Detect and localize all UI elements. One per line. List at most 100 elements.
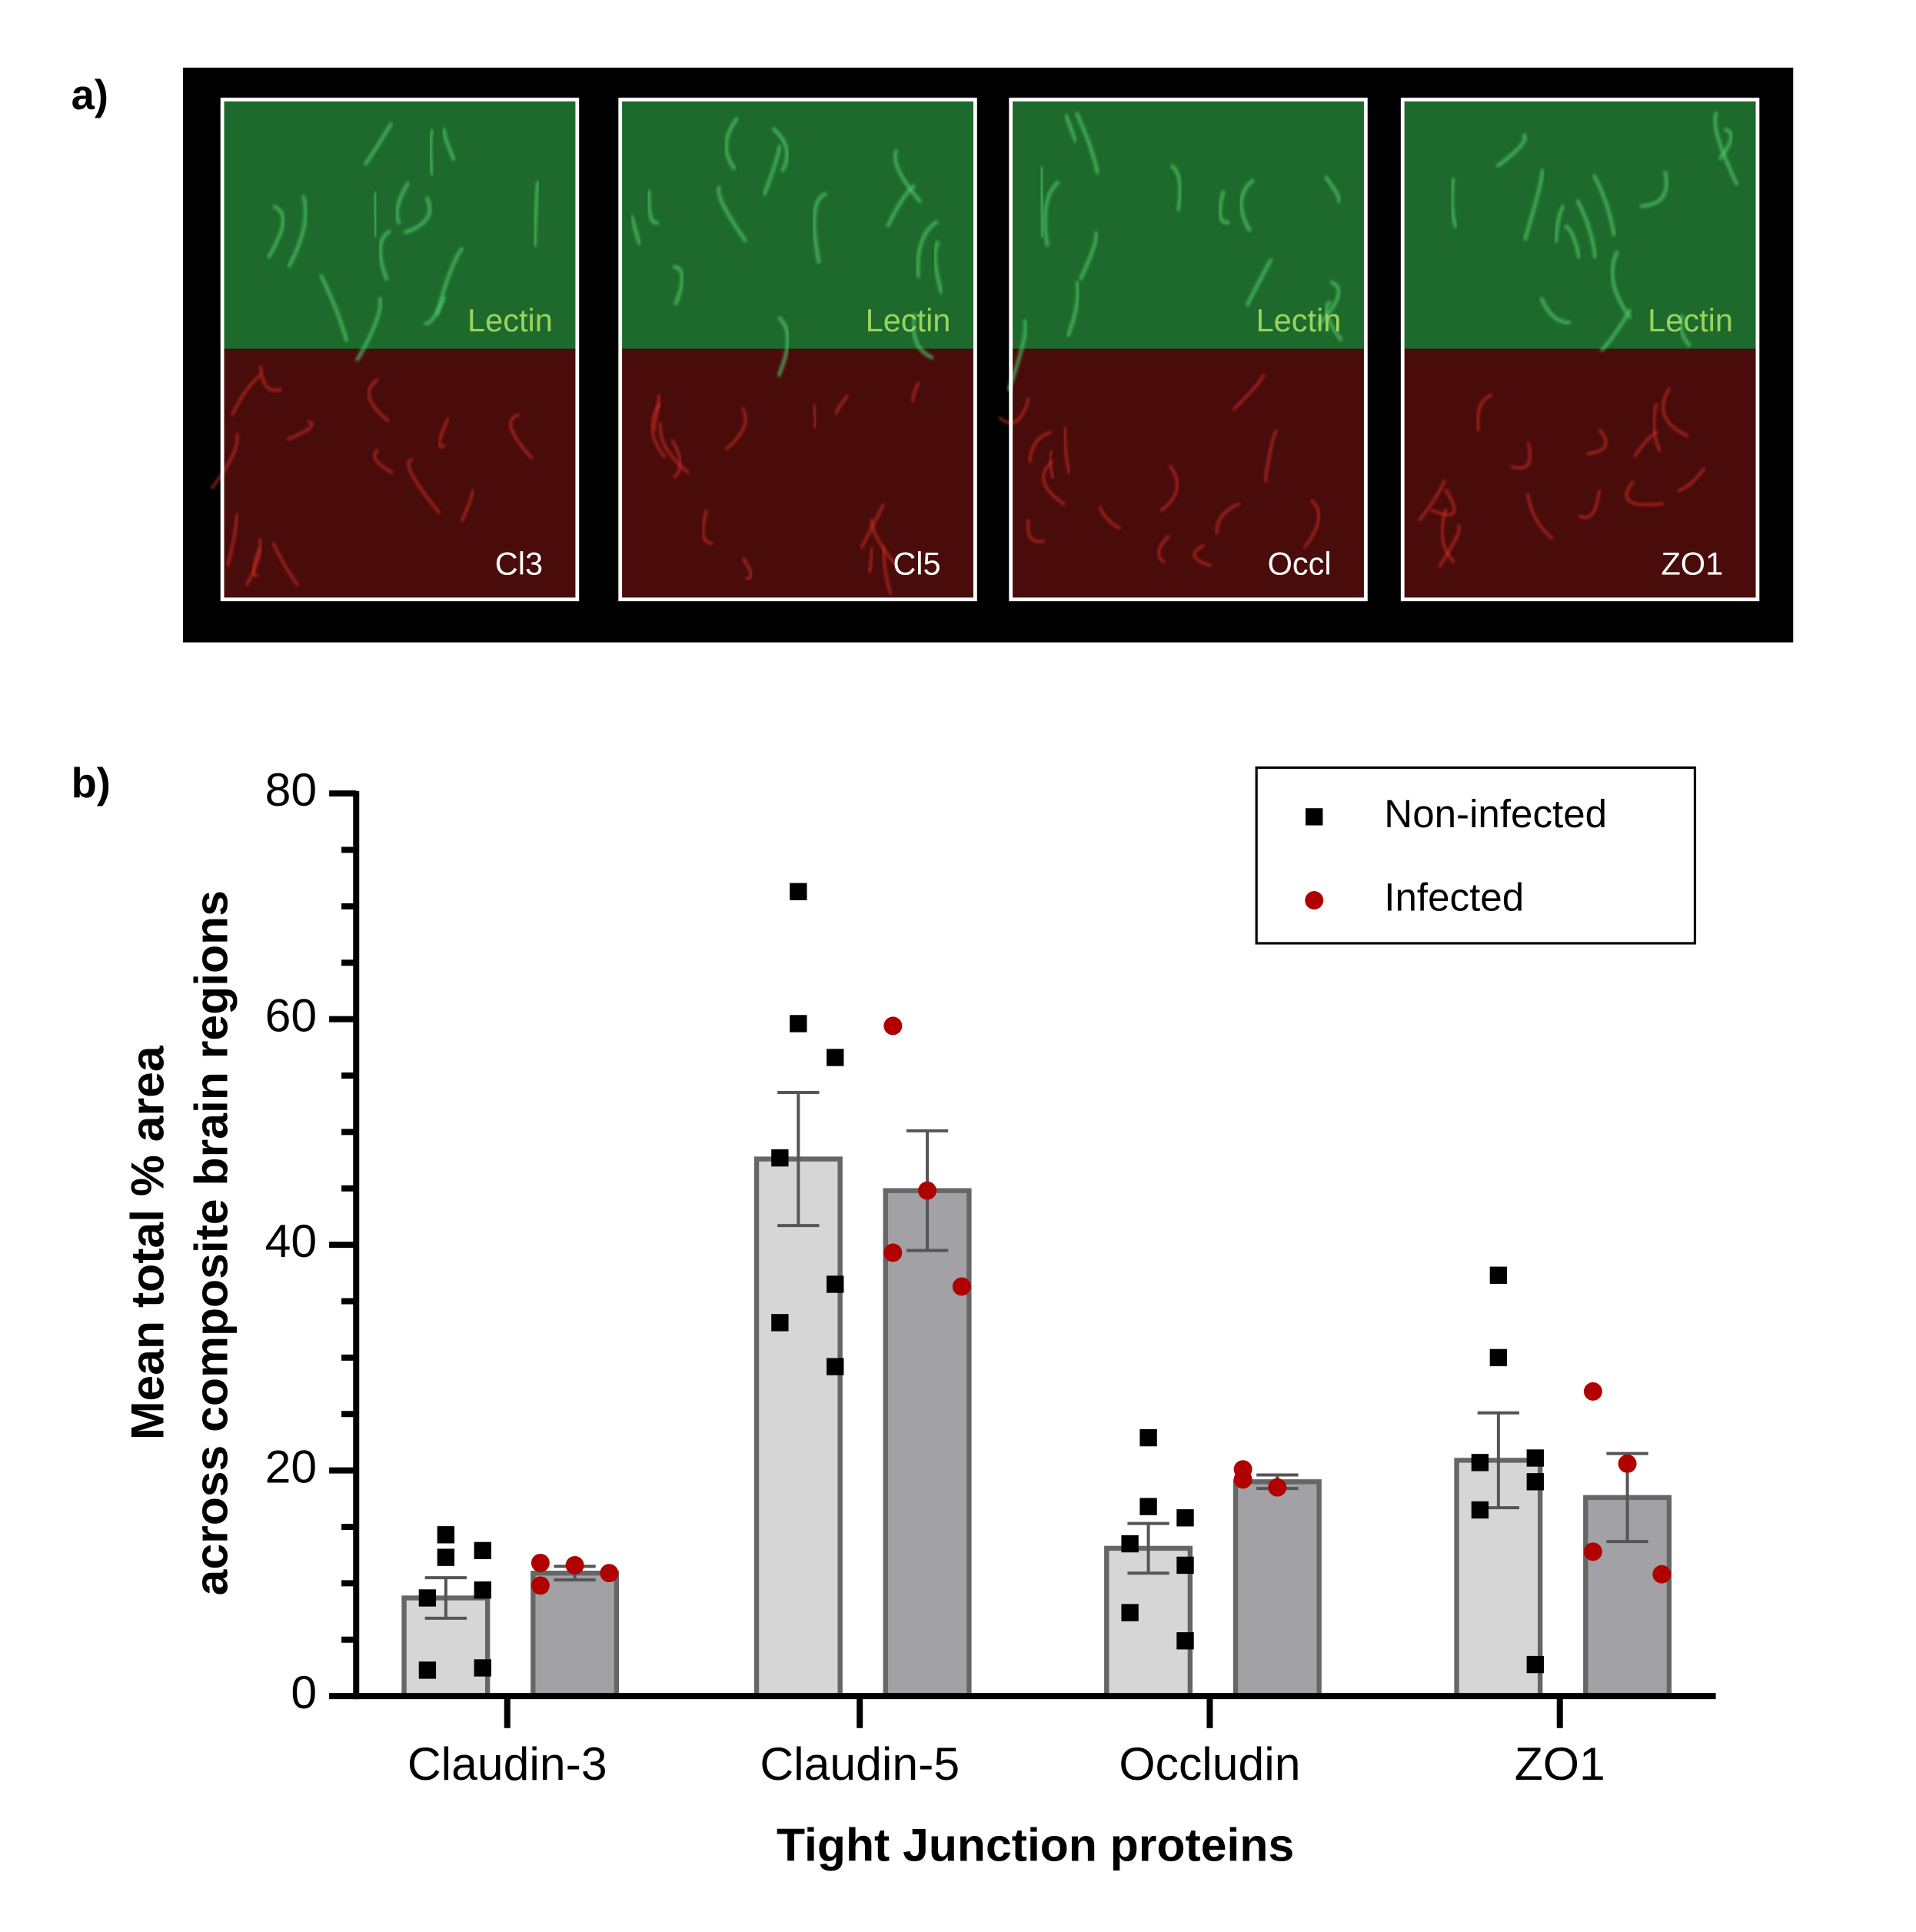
data-point	[418, 1589, 437, 1607]
y-tick-label: 60	[265, 989, 318, 1042]
vessel	[1575, 198, 1598, 259]
channel-label: Cl5	[893, 546, 940, 582]
vessel	[372, 191, 378, 238]
vessel	[893, 148, 923, 204]
vessel	[1063, 426, 1071, 474]
data-point	[1139, 1498, 1157, 1515]
vessel	[1042, 460, 1066, 506]
vessel	[762, 145, 782, 196]
channel-label: Occl	[1268, 546, 1332, 582]
vessel	[701, 510, 714, 545]
legend-marker	[1306, 808, 1323, 826]
bar	[1232, 1479, 1322, 1699]
data-point	[1139, 1428, 1157, 1447]
vessel	[1526, 493, 1554, 540]
vessel	[1718, 128, 1733, 161]
bar	[883, 1188, 972, 1699]
vessel	[1495, 132, 1527, 168]
vessel	[812, 191, 828, 264]
vessel	[1026, 519, 1046, 544]
data-point	[474, 1581, 491, 1599]
vessel	[460, 488, 474, 523]
vessel	[1510, 442, 1532, 470]
data-point	[1526, 1655, 1544, 1674]
data-point	[790, 883, 807, 900]
data-point	[827, 1275, 844, 1293]
y-axis-title: across composite brain regions	[185, 890, 238, 1595]
vessel	[1169, 163, 1183, 211]
vessel	[1157, 534, 1171, 564]
vessel	[1048, 450, 1055, 479]
vessel	[741, 557, 753, 580]
data-point	[1233, 1470, 1252, 1489]
vessel	[363, 121, 394, 166]
bar-chart: 0 20 40 60 80 Claudin-3 Claudin-5 Occludin ZO1 Ti…	[121, 763, 1716, 1870]
data-point	[1618, 1454, 1637, 1473]
data-point	[1121, 1535, 1139, 1553]
vessel	[407, 457, 441, 514]
data-point	[474, 1659, 491, 1677]
vessel	[1625, 480, 1664, 507]
vessel	[650, 403, 667, 459]
vessel	[251, 547, 261, 577]
vessel	[812, 404, 817, 428]
vessel	[916, 219, 940, 278]
vessel	[1324, 300, 1344, 342]
image-frame	[1400, 98, 1760, 602]
x-tick-label: Claudin-3	[407, 1737, 607, 1790]
vessel	[1323, 175, 1342, 204]
panel-label: b)	[72, 760, 111, 806]
panel-label: a)	[72, 71, 108, 118]
data-point	[1176, 1556, 1194, 1575]
vessel	[870, 518, 896, 565]
x-axis-title: Tight Junction proteins	[777, 1818, 1294, 1870]
vessel	[403, 196, 432, 235]
vessel	[1713, 111, 1739, 186]
vessel	[724, 116, 740, 171]
vessel	[1438, 524, 1461, 568]
vessel	[1662, 387, 1689, 437]
bar	[753, 1156, 843, 1699]
data-point	[1583, 1382, 1602, 1401]
vessel	[724, 407, 747, 451]
data-point	[1471, 1501, 1489, 1519]
data-point	[418, 1661, 437, 1679]
lectin-channel	[1402, 99, 1758, 349]
vessel	[210, 433, 239, 490]
data-point	[1489, 1348, 1508, 1367]
vessel	[354, 296, 382, 362]
channel-label: Lectin	[467, 302, 553, 338]
legend-label: Non-infected	[1384, 792, 1607, 836]
data-point	[1526, 1473, 1544, 1491]
data-point	[1583, 1542, 1602, 1561]
channel-label: Lectin	[1256, 302, 1342, 338]
vessel	[1599, 308, 1632, 352]
vessel	[226, 513, 239, 567]
vessel	[1063, 114, 1078, 143]
vessel	[834, 394, 850, 416]
vessel	[1449, 178, 1459, 229]
data-point	[771, 1149, 789, 1167]
data-point	[1489, 1266, 1508, 1284]
data-point	[1176, 1632, 1194, 1650]
vessel	[318, 274, 349, 342]
data-point	[883, 1016, 903, 1036]
vessel	[776, 315, 790, 377]
vessel	[1418, 479, 1446, 522]
vessel	[1043, 180, 1060, 247]
micrographs: Lectin Cl3 Lectin Cl5 Lectin Occl Lectin ZO1	[210, 98, 1760, 602]
vessel	[1476, 393, 1493, 431]
vessel	[910, 381, 920, 403]
y-axis-title: Mean total % area	[121, 1045, 174, 1440]
data-point	[600, 1564, 619, 1583]
data-point	[565, 1555, 584, 1575]
vessel	[1652, 403, 1662, 453]
vessel	[630, 213, 642, 246]
vessel	[259, 365, 282, 392]
legend-marker	[1305, 891, 1324, 910]
vessel	[1316, 279, 1341, 327]
vessel	[266, 204, 285, 259]
vessel	[1239, 178, 1256, 233]
vessel	[1098, 506, 1121, 530]
vessel	[1441, 507, 1455, 564]
